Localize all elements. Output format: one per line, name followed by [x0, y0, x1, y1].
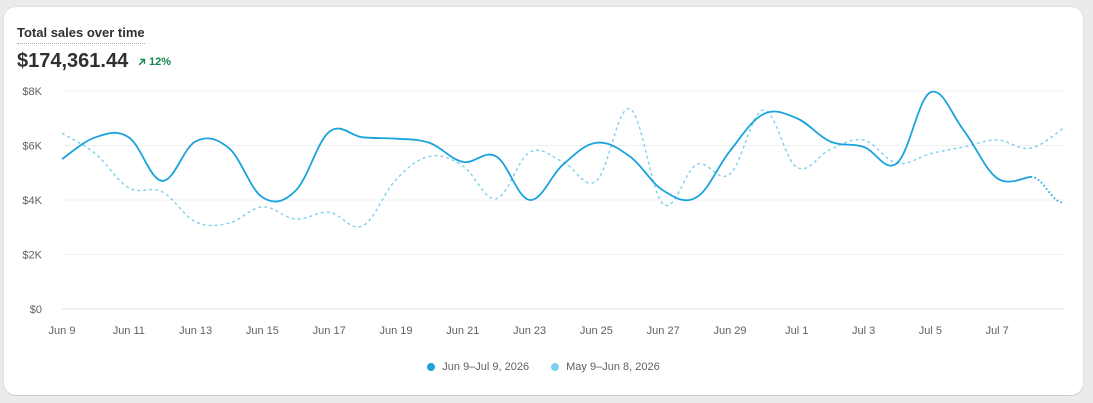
- series-line-current-incomplete: [1030, 175, 1065, 204]
- arrow-up-right-icon: [138, 58, 146, 66]
- y-tick-label: $2K: [22, 250, 42, 262]
- legend-label-current: Jun 9–Jul 9, 2026: [442, 361, 530, 373]
- x-tick-label: Jul 5: [919, 325, 942, 337]
- x-tick-label: Jun 19: [379, 325, 412, 337]
- x-tick-label: Jun 21: [446, 325, 479, 337]
- change-badge: 12%: [138, 55, 171, 69]
- legend-item-current[interactable]: Jun 9–Jul 9, 2026: [427, 361, 529, 373]
- x-tick-label: Jun 13: [179, 325, 212, 337]
- legend-dot-current: [427, 363, 436, 371]
- x-tick-label: Jun 17: [313, 325, 346, 337]
- x-tick-label: Jul 3: [852, 325, 875, 337]
- y-tick-label: $4K: [22, 195, 42, 207]
- x-tick-label: Jun 23: [513, 325, 546, 337]
- x-tick-label: Jun 9: [49, 325, 76, 337]
- sales-card: Total sales over time $174,361.44 12% $0…: [4, 7, 1083, 395]
- y-tick-label: $6K: [22, 141, 42, 153]
- x-tick-label: Jun 25: [580, 325, 613, 337]
- y-tick-label: $8K: [22, 86, 42, 98]
- legend-dot-previous: [551, 363, 560, 371]
- legend-label-previous: May 9–Jun 8, 2026: [566, 361, 660, 373]
- total-sales-value: $174,361.44: [17, 50, 129, 72]
- x-tick-label: Jun 29: [713, 325, 746, 337]
- change-percent: 12%: [149, 56, 172, 68]
- x-tick-label: Jun 11: [113, 325, 145, 337]
- x-tick-label: Jun 15: [246, 325, 279, 337]
- x-tick-label: Jul 1: [785, 325, 808, 337]
- sales-line-chart: $0 $2K $4K $6K $8K Jun 9 Jun 11 Jun 13 Jun 15 Jun…: [22, 86, 1065, 337]
- x-tick-label: Jun 27: [647, 325, 680, 337]
- y-tick-label: $0: [30, 304, 42, 316]
- chart-legend: Jun 9–Jul 9, 2026 May 9–Jun 8, 2026: [4, 361, 1083, 373]
- x-tick-label: Jul 7: [986, 325, 1009, 337]
- card-title[interactable]: Total sales over time: [17, 25, 145, 44]
- legend-item-previous[interactable]: May 9–Jun 8, 2026: [551, 361, 660, 373]
- series-line-current[interactable]: [61, 90, 1031, 203]
